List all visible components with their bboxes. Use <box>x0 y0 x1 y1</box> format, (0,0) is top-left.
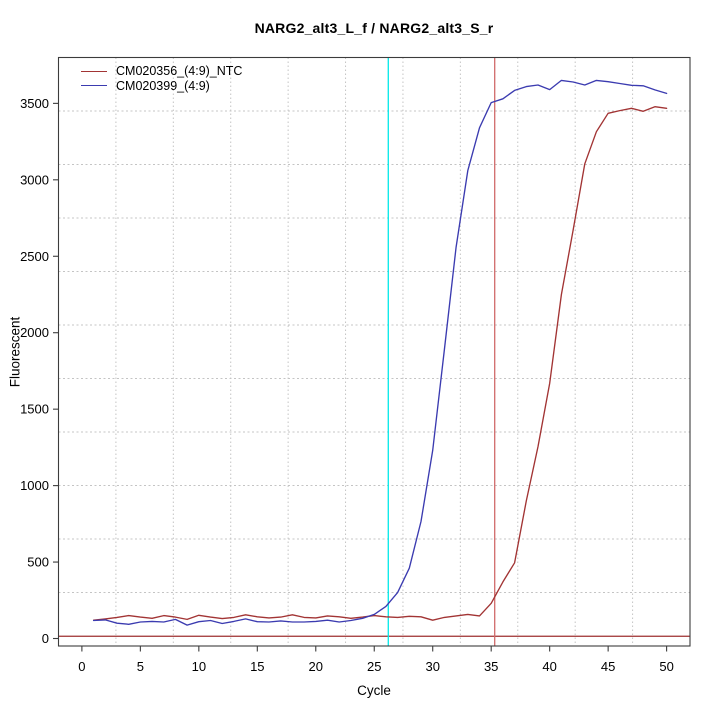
y-tick-label: 2000 <box>20 325 49 340</box>
x-tick-label: 40 <box>542 659 556 674</box>
y-tick-label: 3000 <box>20 172 49 187</box>
x-tick-label: 0 <box>78 659 85 674</box>
legend-entry: CM020356_(4:9)_NTC <box>81 64 242 79</box>
legend-line-swatch-blue <box>81 85 107 87</box>
series-curve-CM020356_(4:9)_NTC <box>92 106 668 621</box>
y-tick-label: 2500 <box>20 249 49 264</box>
x-axis-title: Cycle <box>357 683 391 698</box>
plot-border <box>57 56 691 647</box>
y-tick-label: 1500 <box>20 402 49 417</box>
legend-line-swatch-red <box>81 70 107 72</box>
legend-entry: CM020399_(4:9) <box>81 79 242 94</box>
series-curve-CM020399_(4:9) <box>92 79 668 626</box>
plot-legend: CM020356_(4:9)_NTC CM020399_(4:9) <box>81 64 242 93</box>
x-tick-label: 15 <box>250 659 264 674</box>
x-tick-label: 25 <box>367 659 381 674</box>
x-tick-label: 50 <box>659 659 673 674</box>
x-tick-label: 5 <box>137 659 144 674</box>
legend-entry-label: CM020399_(4:9) <box>116 78 210 93</box>
x-tick-label: 30 <box>425 659 439 674</box>
x-tick-label: 45 <box>601 659 615 674</box>
legend-entry-label: CM020356_(4:9)_NTC <box>116 64 243 78</box>
y-tick-label: 1000 <box>20 478 49 493</box>
x-tick-label: 10 <box>192 659 206 674</box>
y-tick-label: 3500 <box>20 96 49 111</box>
chart-title: NARG2_alt3_L_f / NARG2_alt3_S_r <box>254 20 494 36</box>
x-tick-label: 35 <box>484 659 498 674</box>
y-tick-label: 0 <box>42 631 49 646</box>
y-tick-label: 500 <box>27 555 49 570</box>
x-tick-label: 20 <box>309 659 323 674</box>
